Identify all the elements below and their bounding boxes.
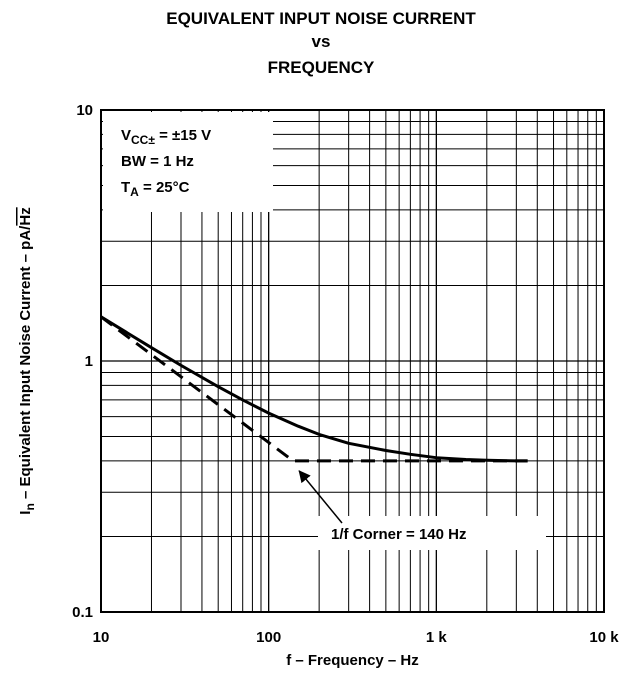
x-axis-label: f – Frequency – Hz bbox=[286, 652, 419, 669]
condition-bandwidth: BW = 1 Hz bbox=[121, 153, 194, 170]
condition-vcc: VCC± = ±15 V bbox=[121, 127, 211, 147]
tick-labels: 10 100 1 k 10 k 0.1 1 10 bbox=[72, 102, 619, 646]
y-tick-label: 0.1 bbox=[72, 604, 93, 621]
x-tick-label: 100 bbox=[256, 629, 281, 646]
chart-title-line-2: vs bbox=[311, 32, 331, 51]
annotation-box bbox=[318, 516, 546, 550]
y-tick-label: 1 bbox=[85, 353, 93, 370]
annotation-arrow bbox=[298, 470, 343, 524]
x-tick-label: 1 k bbox=[426, 629, 448, 646]
series-layer bbox=[100, 315, 528, 463]
plot-frame bbox=[100, 109, 605, 613]
y-tick-label: 10 bbox=[76, 102, 93, 119]
x-tick-label: 10 bbox=[93, 629, 110, 646]
chart-title-line-1: EQUIVALENT INPUT NOISE CURRENT bbox=[166, 9, 476, 28]
conditions-box bbox=[103, 112, 273, 212]
y-axis-label: In – Equivalent Input Noise Current – pA… bbox=[17, 207, 37, 514]
series-noise-current-line bbox=[100, 315, 528, 463]
series-1f-asymptote-line bbox=[100, 315, 528, 463]
x-tick-label: 10 k bbox=[589, 629, 619, 646]
annotation-corner-label: 1/f Corner = 140 Hz bbox=[331, 526, 466, 543]
condition-temperature: TA = 25°C bbox=[121, 179, 190, 199]
svg-text:In – Equivalent Input Noise Cu: In – Equivalent Input Noise Current – pA… bbox=[17, 207, 37, 514]
chart-title-line-3: FREQUENCY bbox=[267, 58, 375, 77]
